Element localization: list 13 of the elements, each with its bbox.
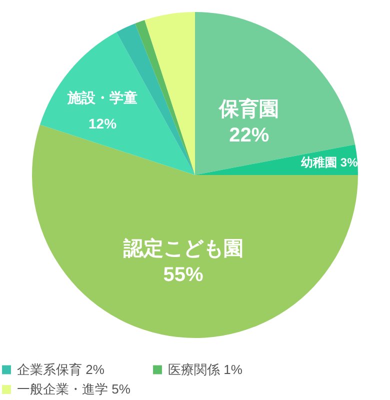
pie-slice (195, 12, 356, 175)
pie-slice (144, 12, 195, 175)
pie-slice (40, 32, 195, 175)
legend-label: 一般企業・進学 5% (17, 382, 131, 396)
data-label: 22% (229, 124, 270, 147)
slice-label: 保育園 (218, 98, 280, 121)
data-label: 12% (88, 116, 118, 132)
legend-label: 医療関係 1% (168, 362, 243, 377)
legend-label: 企業系保育 2% (17, 362, 105, 377)
slice-label: 幼稚園 3% (301, 155, 358, 170)
slice-label: 施設・学童 (66, 90, 138, 106)
data-label: 55% (163, 264, 204, 286)
slice-label: 認定こども園 (122, 237, 244, 260)
